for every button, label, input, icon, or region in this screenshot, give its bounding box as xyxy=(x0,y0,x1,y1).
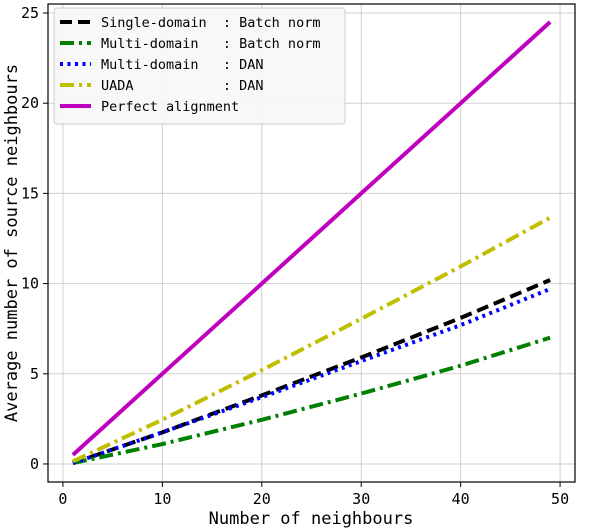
legend: Single-domain : Batch norm Multi-domain :… xyxy=(53,7,346,125)
y-tick-label: 20 xyxy=(21,94,39,112)
x-tick-label: 10 xyxy=(153,490,171,508)
y-axis-label: Average number of source neighbours xyxy=(2,64,22,422)
legend-label-0: Single-domain : Batch norm xyxy=(101,15,320,31)
legend-label-1: Multi-domain : Batch norm xyxy=(101,36,320,52)
y-tick-label: 15 xyxy=(21,184,39,202)
y-tick-label: 25 xyxy=(21,4,39,22)
series-line-1 xyxy=(72,335,551,466)
x-tick-label: 0 xyxy=(58,490,67,508)
x-tick-label: 20 xyxy=(253,490,271,508)
y-axis-ticks: 0 5 10 15 20 25 xyxy=(21,4,48,473)
series-lines xyxy=(71,20,552,466)
legend-box xyxy=(53,7,346,125)
x-axis-ticks: 0 10 20 30 40 50 xyxy=(58,482,569,508)
y-tick-label: 0 xyxy=(30,455,39,473)
x-tick-label: 50 xyxy=(551,490,569,508)
legend-label-2: Multi-domain : DAN xyxy=(101,57,264,73)
x-axis-label: Number of neighbours xyxy=(209,509,414,529)
series-line-0 xyxy=(72,278,551,465)
legend-label-3: UADA : DAN xyxy=(101,78,264,94)
x-tick-label: 40 xyxy=(452,490,470,508)
y-tick-label: 10 xyxy=(21,275,39,293)
x-tick-label: 30 xyxy=(352,490,370,508)
legend-label-4: Perfect alignment xyxy=(101,99,239,115)
y-tick-label: 5 xyxy=(30,365,39,383)
series-line-4 xyxy=(71,20,552,457)
series-line-2 xyxy=(72,287,551,465)
plot-frame xyxy=(47,3,576,483)
series-line-3 xyxy=(72,215,552,464)
